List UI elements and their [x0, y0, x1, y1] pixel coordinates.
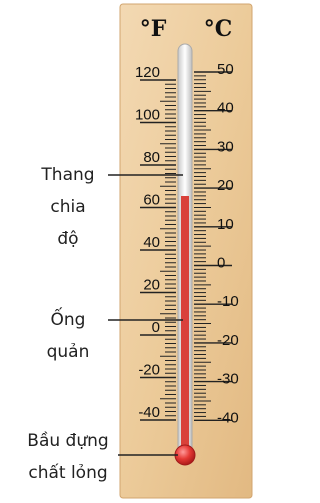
- fahrenheit-tick-label: 60: [143, 191, 160, 208]
- fahrenheit-tick-label: 120: [135, 64, 160, 81]
- fahrenheit-tick-label: 0: [152, 319, 160, 336]
- annotation-text: quản: [47, 342, 90, 362]
- annotation-text: Thang: [40, 165, 94, 185]
- celsius-tick-label: 40: [217, 100, 234, 117]
- fahrenheit-tick-label: -20: [138, 361, 160, 378]
- fahrenheit-tick-label: 80: [143, 149, 160, 166]
- celsius-tick-label: 10: [217, 216, 234, 233]
- liquid-column: [181, 196, 189, 454]
- celsius-tick-label: 50: [217, 61, 234, 78]
- celsius-tick-label: -40: [217, 409, 239, 426]
- annotation-text: chia: [50, 197, 85, 217]
- celsius-unit: °C: [204, 16, 233, 42]
- fahrenheit-tick-label: 20: [143, 276, 160, 293]
- celsius-tick-label: -20: [217, 332, 239, 349]
- fahrenheit-tick-label: 40: [143, 234, 160, 251]
- annotation-text: Bầu đựng: [27, 430, 108, 451]
- celsius-tick-label: 30: [217, 138, 234, 155]
- celsius-tick-label: -10: [217, 293, 239, 310]
- fahrenheit-tick-label: -40: [138, 404, 160, 421]
- annotation-text: chất lỏng: [28, 462, 107, 483]
- annotation-text: Ống: [51, 306, 86, 330]
- fahrenheit-unit: °F: [140, 16, 167, 42]
- annotation-text: độ: [57, 229, 78, 249]
- thermometer-diagram: °F °C 120100806040200-20-4050403020100-1…: [0, 0, 257, 503]
- fahrenheit-tick-label: 100: [135, 106, 160, 123]
- celsius-tick-label: 0: [217, 254, 225, 271]
- celsius-tick-label: -30: [217, 371, 239, 388]
- celsius-tick-label: 20: [217, 177, 234, 194]
